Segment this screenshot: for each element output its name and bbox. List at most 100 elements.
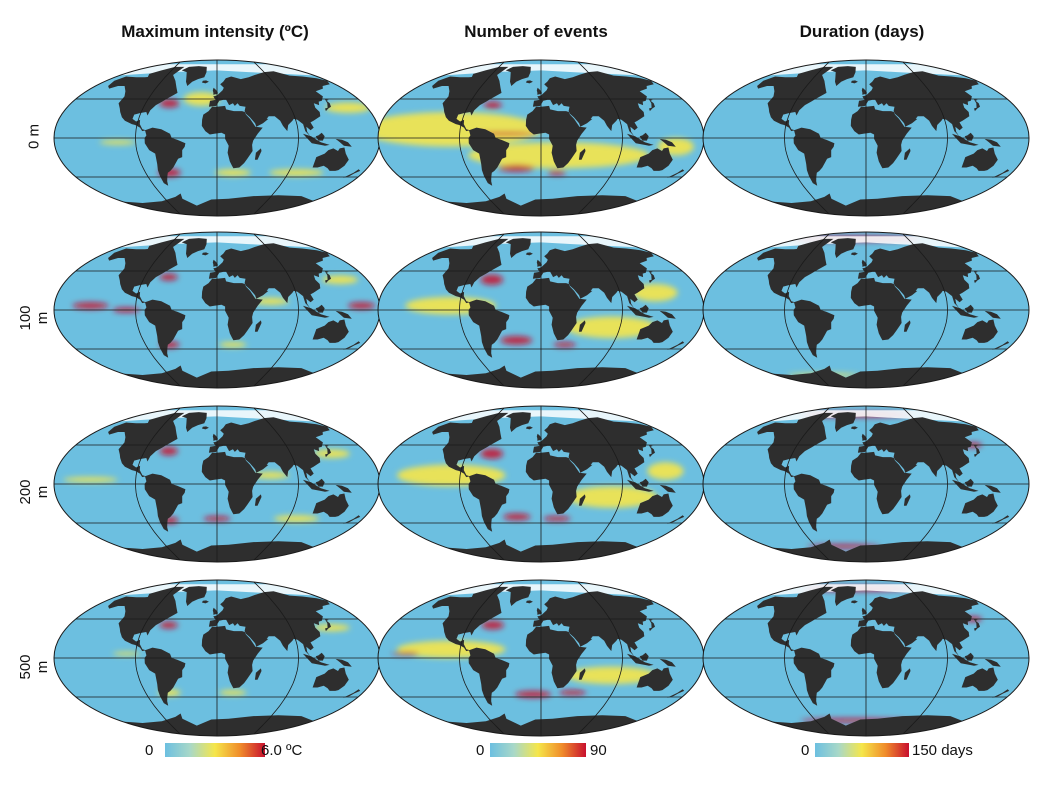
land-eurasia [532, 243, 654, 309]
column-title-intensity: Maximum intensity (ºC) [121, 22, 309, 41]
anomaly-region [515, 690, 552, 698]
colorbar-gradient [490, 743, 586, 757]
map-panel [376, 230, 706, 390]
land-southAmerica [793, 473, 835, 532]
land-iceland [525, 80, 533, 84]
map-panel [701, 578, 1031, 738]
land-newZealand [666, 169, 685, 178]
land-japan [324, 445, 331, 458]
land-madagascar [903, 148, 911, 160]
land-greenland [830, 238, 856, 258]
anomaly-region [214, 169, 251, 177]
land-madagascar [578, 320, 586, 332]
land-iceland [525, 600, 533, 604]
land-newZealand [991, 689, 1010, 698]
anomaly-region [113, 652, 141, 656]
land-britain [861, 607, 867, 615]
land-newZealand [342, 689, 361, 698]
meridian-line [575, 580, 623, 736]
land-indonesia [951, 653, 979, 666]
land-newZealand [666, 689, 685, 698]
meridian-line [900, 406, 948, 562]
land-iceland [201, 252, 209, 256]
land-greenland [505, 238, 531, 258]
land-iceland [525, 426, 533, 430]
row-label-0m: 0 m [25, 124, 43, 150]
anomaly-region [159, 99, 180, 108]
land-eurasia [532, 71, 654, 137]
land-madagascar [254, 668, 262, 680]
anomaly-region [99, 140, 136, 145]
land-greenland [505, 586, 531, 606]
colorbar-min-label: 0 [801, 742, 810, 759]
land-newZealand [342, 515, 361, 524]
land-newGuinea [335, 484, 352, 493]
anomaly-region [219, 342, 247, 348]
world-map [702, 59, 1030, 217]
land-southAmerica [793, 127, 835, 186]
column-title-duration: Duration (days) [799, 22, 925, 41]
meridian-line [900, 580, 948, 736]
colorbar-max-label: 150 days [912, 742, 973, 759]
anomaly-region [348, 302, 376, 310]
land-britain [212, 607, 218, 615]
land-borneo [315, 132, 325, 141]
meridian-line [251, 232, 299, 388]
land-iceland [850, 80, 858, 84]
land-greenland [181, 412, 207, 432]
map-panel [52, 58, 382, 218]
land-arcticIslands [796, 238, 834, 250]
world-map [377, 405, 705, 563]
land-arcticIslands [147, 238, 185, 250]
anomaly-region [313, 449, 350, 458]
land-newZealand [991, 169, 1010, 178]
land-newZealand [342, 169, 361, 178]
land-australia [961, 493, 998, 517]
land-southAmerica [144, 473, 186, 532]
land-newGuinea [335, 310, 352, 319]
meridian-line [459, 60, 507, 216]
meridian-line [575, 232, 623, 388]
land-australia [312, 493, 349, 517]
anomaly-region [269, 169, 324, 177]
land-newGuinea [984, 310, 1001, 319]
world-map [702, 579, 1030, 737]
world-map [53, 405, 381, 563]
land-newGuinea [659, 310, 676, 319]
meridian-line [784, 406, 832, 562]
land-northAmerica [432, 74, 502, 132]
land-eurasia [208, 591, 330, 657]
land-southAmerica [144, 127, 186, 186]
land-japan [973, 271, 980, 284]
land-borneo [315, 652, 325, 661]
meridian-line [135, 232, 183, 388]
map-panel [52, 578, 382, 738]
anomaly-region [72, 302, 109, 310]
land-australia [961, 147, 998, 171]
land-borneo [639, 652, 649, 661]
colorbar-gradient [165, 743, 265, 757]
land-australia [961, 319, 998, 343]
land-newZealand [991, 341, 1010, 350]
land-greenland [181, 238, 207, 258]
land-britain [536, 87, 542, 95]
colorbar-events: 0 90 [476, 741, 626, 761]
anomaly-region [159, 446, 178, 456]
land-australia [636, 319, 673, 343]
land-eurasia [857, 243, 979, 309]
map-panel [701, 404, 1031, 564]
land-indonesia [302, 479, 330, 492]
land-eurasia [208, 417, 330, 483]
land-newGuinea [335, 138, 352, 147]
land-borneo [639, 478, 649, 487]
land-arcticIslands [796, 586, 834, 598]
land-arcticIslands [471, 66, 509, 78]
land-japan [324, 619, 331, 632]
anomaly-region [553, 342, 577, 348]
land-northAmerica [757, 74, 827, 132]
land-iceland [525, 252, 533, 256]
land-britain [861, 433, 867, 441]
land-greenland [181, 66, 207, 86]
land-borneo [315, 304, 325, 313]
meridian-line [135, 60, 183, 216]
